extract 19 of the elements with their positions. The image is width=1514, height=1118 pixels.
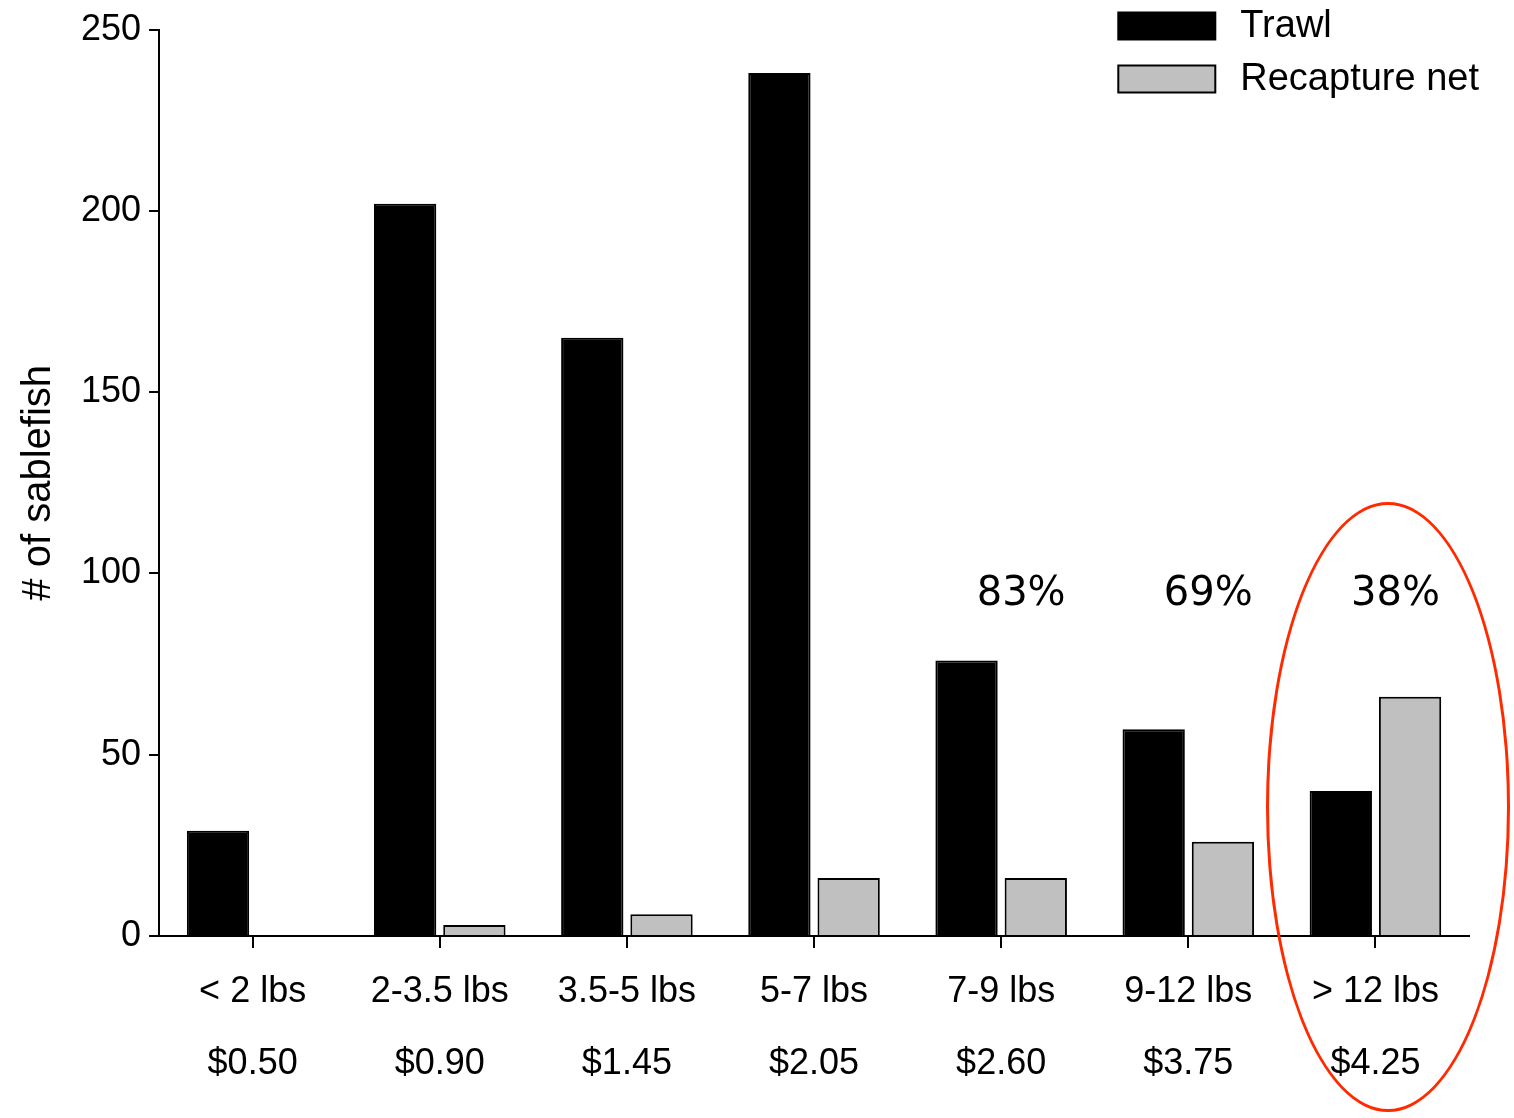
annotation: 69%: [1163, 567, 1253, 614]
y-tick-label: 200: [80, 187, 142, 229]
x-tick-label: < 2 lbs $0.50: [199, 968, 307, 1082]
annotation: 38%: [1350, 567, 1440, 614]
y-tick-label: 100: [80, 550, 142, 592]
y-tick-label: 250: [80, 6, 142, 48]
x-tick-label: 5-7 lbs $2.05: [760, 968, 869, 1082]
legend-label: Trawl: [1240, 3, 1332, 46]
x-tick-label: > 12 lbs $4.25: [1311, 968, 1439, 1082]
y-tick-label: 150: [80, 369, 142, 411]
y-tick-label: 50: [101, 731, 142, 773]
y-tick-label: 0: [121, 912, 142, 954]
annotation: 83%: [976, 567, 1066, 614]
x-tick-label: 7-9 lbs $2.60: [947, 968, 1056, 1082]
x-tick-label: 3.5-5 lbs $1.45: [557, 968, 696, 1082]
legend-label: Recapture net: [1240, 56, 1480, 99]
x-tick-label: 2-3.5 lbs $0.90: [370, 968, 509, 1082]
y-axis-title: # of sablefish: [14, 364, 59, 601]
x-tick-label: 9-12 lbs $3.75: [1124, 968, 1253, 1082]
